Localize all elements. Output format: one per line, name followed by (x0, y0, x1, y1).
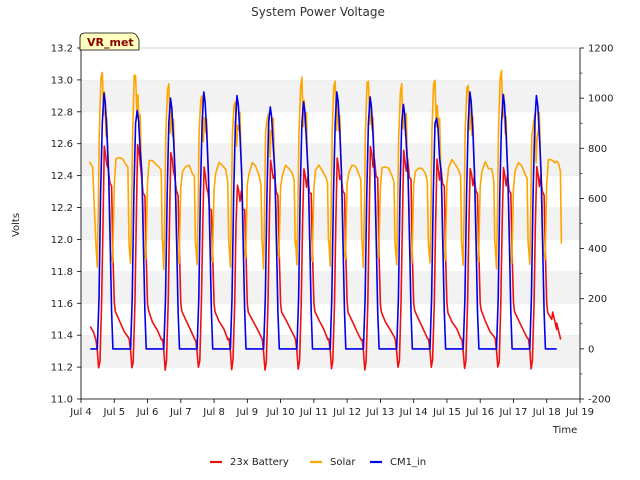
grid-band (81, 367, 580, 399)
grid-band (81, 79, 580, 112)
x-tick-label: Jul 7 (169, 407, 192, 418)
y-tick-label-left: 12.2 (51, 203, 73, 214)
series-lines (88, 69, 563, 371)
y-tick-label-left: 12.8 (51, 107, 73, 118)
grid-band (81, 143, 580, 176)
x-tick-label: Jul 16 (465, 407, 494, 418)
y-tick-label-right: 600 (588, 194, 607, 205)
x-tick-label: Jul 14 (399, 407, 428, 418)
legend-label: 23x Battery (230, 457, 289, 468)
legend-label: CM1_in (390, 457, 426, 468)
x-tick-label: Jul 19 (565, 407, 594, 418)
y-axis-right: -200 0 200 400 600 800 1000 1200 (579, 44, 613, 406)
y-axis-title: Volts (11, 213, 22, 237)
y-tick-label-right: -200 (588, 395, 611, 406)
y-tick-label-left: 12.4 (51, 171, 73, 182)
badge-background (79, 32, 140, 51)
y-axis-left: 11.0 11.2 11.4 11.6 11.8 12.0 12.2 12.4 12.6 12.8… (51, 44, 82, 406)
y-tick-label-right: 0 (588, 344, 594, 355)
y-tick-label-left: 13.0 (51, 75, 73, 86)
x-axis-title: Time (552, 425, 577, 436)
x-tick-label: Jul 10 (266, 407, 295, 418)
y-tick-label-left: 11.0 (51, 395, 73, 406)
x-tick-label: Jul 5 (102, 407, 125, 418)
x-tick-label: Jul 4 (69, 407, 92, 418)
grid-band (81, 111, 580, 144)
y-tick-label-left: 11.2 (51, 363, 73, 374)
x-tick-label: Jul 12 (332, 407, 361, 418)
grid-band (81, 48, 580, 80)
y-tick-label-right: 1200 (588, 44, 613, 55)
y-tick-label-right: 200 (588, 294, 607, 305)
y-tick-label-left: 12.6 (51, 139, 73, 150)
badge-label: VR_met (87, 36, 134, 49)
x-tick-label: Jul 17 (498, 407, 527, 418)
x-tick-label: Jul 11 (299, 407, 328, 418)
legend-label: Solar (330, 457, 356, 468)
x-tick-label: Jul 9 (236, 407, 259, 418)
y-tick-label-left: 13.2 (51, 44, 73, 55)
y-tick-label-left: 11.6 (51, 299, 73, 310)
x-tick-label: Jul 6 (136, 407, 159, 418)
x-tick-label: Jul 15 (432, 407, 461, 418)
x-tick-label: Jul 13 (365, 407, 394, 418)
x-tick-label: Jul 18 (532, 407, 561, 418)
chart-title: System Power Voltage (251, 5, 385, 19)
x-axis: Jul 4 Jul 5 Jul 6 Jul 7 Jul 8 Jul 9 Jul 10 Jul … (69, 398, 594, 418)
y-tick-label-right: 1000 (588, 94, 613, 105)
series-line-cm1-in (90, 91, 557, 350)
station-badge: VR_met (79, 32, 140, 51)
y-tick-label-right: 400 (588, 244, 607, 255)
y-tick-label-left: 11.4 (51, 331, 73, 342)
legend: 23x Battery Solar CM1_in (210, 457, 426, 468)
series-line-23x-battery (89, 143, 562, 371)
y-tick-label-left: 12.0 (51, 235, 73, 246)
grid-band (81, 271, 580, 304)
y-tick-label-left: 11.8 (51, 267, 73, 278)
x-tick-label: Jul 8 (202, 407, 225, 418)
y-tick-label-right: 800 (588, 144, 607, 155)
